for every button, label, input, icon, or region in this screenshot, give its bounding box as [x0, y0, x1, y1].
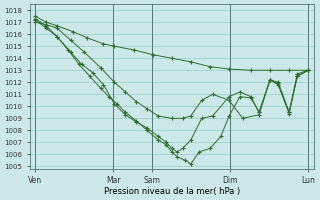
X-axis label: Pression niveau de la mer( hPa ): Pression niveau de la mer( hPa )	[104, 187, 240, 196]
